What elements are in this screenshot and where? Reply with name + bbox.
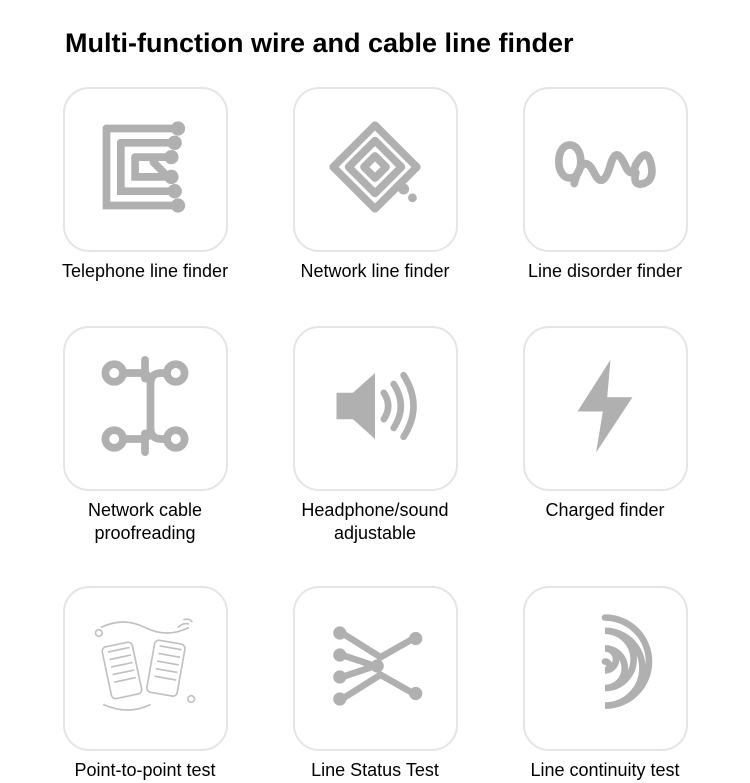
feature-tile [293, 586, 458, 751]
line-status-test-icon [320, 611, 430, 726]
point-to-point-icon [90, 611, 200, 726]
feature-label: Network cableproofreading [88, 499, 202, 544]
feature-tile [293, 326, 458, 491]
feature-cell: Network cableproofreading [55, 326, 235, 544]
feature-tile [523, 87, 688, 252]
feature-cell: Headphone/soundadjustable [285, 326, 465, 544]
feature-cell: Line Status Test [285, 586, 465, 783]
feature-tile [63, 326, 228, 491]
feature-label: Telephone line finder [62, 260, 228, 284]
feature-cell: Charged finder [515, 326, 695, 544]
feature-tile [63, 586, 228, 751]
feature-tile [523, 586, 688, 751]
feature-tile [523, 326, 688, 491]
line-continuity-icon [550, 611, 660, 726]
feature-label: Line continuity test [530, 759, 679, 783]
telephone-line-finder-icon [90, 112, 200, 227]
feature-cell: Line continuity test [515, 586, 695, 783]
feature-label: Network line finder [300, 260, 449, 284]
feature-cell: Line disorder finder [515, 87, 695, 284]
network-line-finder-icon [320, 112, 430, 227]
feature-cell: Telephone line finder [55, 87, 235, 284]
network-cable-proof-icon [90, 351, 200, 466]
headphone-sound-icon [320, 351, 430, 466]
feature-label: Point-to-point test [74, 759, 215, 783]
feature-cell: Network line finder [285, 87, 465, 284]
feature-tile [63, 87, 228, 252]
feature-cell: Point-to-point test [55, 586, 235, 783]
feature-label: Charged finder [545, 499, 664, 523]
page-title: Multi-function wire and cable line finde… [65, 28, 695, 59]
line-disorder-finder-icon [550, 112, 660, 227]
feature-grid: Telephone line finder Network line finde… [55, 87, 695, 783]
feature-label: Line Status Test [311, 759, 439, 783]
feature-label: Line disorder finder [528, 260, 682, 284]
feature-tile [293, 87, 458, 252]
charged-finder-icon [550, 351, 660, 466]
feature-label: Headphone/soundadjustable [301, 499, 448, 544]
